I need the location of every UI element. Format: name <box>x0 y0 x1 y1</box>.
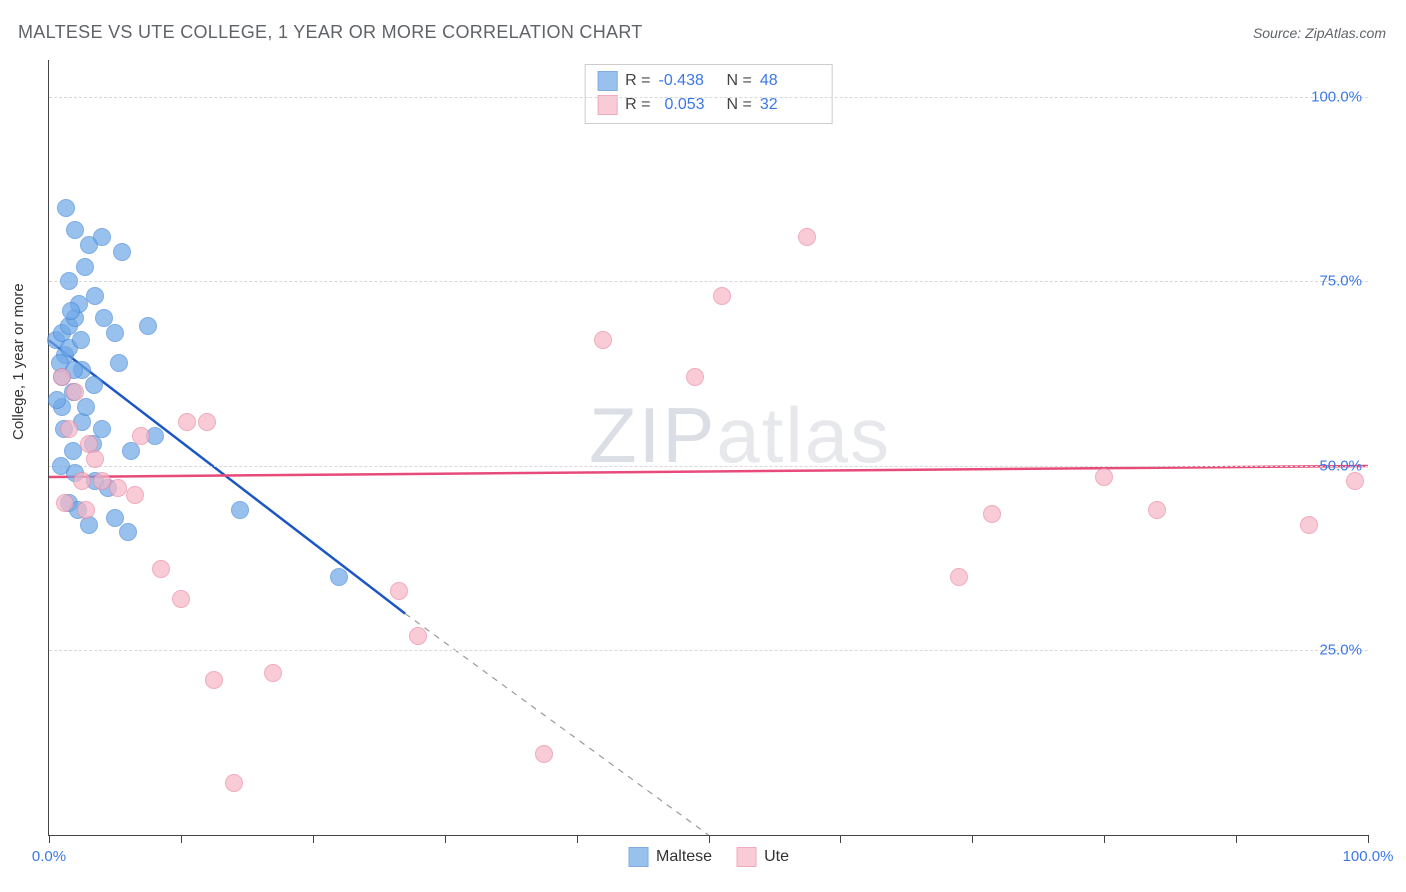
data-point <box>60 272 78 290</box>
data-point <box>77 501 95 519</box>
data-point <box>77 398 95 416</box>
data-point <box>1095 468 1113 486</box>
y-tick-label: 75.0% <box>1319 273 1362 290</box>
swatch-maltese <box>628 847 648 867</box>
r-value-maltese: -0.438 <box>659 72 719 90</box>
data-point <box>126 486 144 504</box>
x-tick-label: 100.0% <box>1343 848 1394 865</box>
data-point <box>330 568 348 586</box>
data-point <box>93 228 111 246</box>
data-point <box>713 287 731 305</box>
data-point <box>264 664 282 682</box>
data-point <box>198 413 216 431</box>
data-point <box>72 331 90 349</box>
n-label: N = <box>727 96 752 114</box>
data-point <box>113 243 131 261</box>
data-point <box>152 560 170 578</box>
data-point <box>178 413 196 431</box>
series-legend: Maltese Ute <box>628 847 789 867</box>
data-point <box>106 324 124 342</box>
legend-item-ute: Ute <box>736 847 789 867</box>
data-point <box>983 505 1001 523</box>
data-point <box>535 745 553 763</box>
x-tick <box>1236 835 1237 843</box>
n-value-maltese: 48 <box>760 72 820 90</box>
r-label: R = <box>625 96 650 114</box>
legend-label-maltese: Maltese <box>656 848 712 866</box>
x-tick <box>181 835 182 843</box>
swatch-ute <box>597 95 617 115</box>
source-label: Source: ZipAtlas.com <box>1253 25 1386 41</box>
data-point <box>205 671 223 689</box>
data-point <box>110 354 128 372</box>
data-point <box>53 368 71 386</box>
x-tick <box>1104 835 1105 843</box>
data-point <box>85 376 103 394</box>
x-tick <box>313 835 314 843</box>
grid-line <box>49 650 1368 651</box>
x-tick <box>840 835 841 843</box>
data-point <box>139 317 157 335</box>
data-point <box>119 523 137 541</box>
legend-item-maltese: Maltese <box>628 847 712 867</box>
scatter-chart: ZIPatlas R = -0.438 N = 48 R = 0.053 N =… <box>48 60 1368 836</box>
x-tick <box>972 835 973 843</box>
data-point <box>86 450 104 468</box>
data-point <box>798 228 816 246</box>
data-point <box>172 590 190 608</box>
y-tick-label: 25.0% <box>1319 642 1362 659</box>
data-point <box>106 509 124 527</box>
grid-line <box>49 281 1368 282</box>
data-point <box>57 199 75 217</box>
x-tick <box>49 835 50 843</box>
data-point <box>1346 472 1364 490</box>
grid-line <box>49 97 1368 98</box>
grid-line <box>49 466 1368 467</box>
x-tick <box>445 835 446 843</box>
data-point <box>48 391 66 409</box>
data-point <box>231 501 249 519</box>
legend-row-maltese: R = -0.438 N = 48 <box>597 69 820 93</box>
data-point <box>66 221 84 239</box>
data-point <box>132 427 150 445</box>
n-value-ute: 32 <box>760 96 820 114</box>
r-label: R = <box>625 72 650 90</box>
trend-lines-layer <box>49 60 1368 835</box>
x-tick-label: 0.0% <box>32 848 66 865</box>
data-point <box>409 627 427 645</box>
legend-label-ute: Ute <box>764 848 789 866</box>
data-point <box>225 774 243 792</box>
x-tick <box>1368 835 1369 843</box>
watermark: ZIPatlas <box>589 390 891 481</box>
data-point <box>60 420 78 438</box>
data-point <box>73 472 91 490</box>
data-point <box>686 368 704 386</box>
n-label: N = <box>727 72 752 90</box>
data-point <box>56 494 74 512</box>
x-tick <box>709 835 710 843</box>
y-tick-label: 100.0% <box>1311 88 1362 105</box>
y-axis-label: College, 1 year or more <box>10 283 27 440</box>
data-point <box>122 442 140 460</box>
data-point <box>594 331 612 349</box>
data-point <box>390 582 408 600</box>
chart-title: MALTESE VS UTE COLLEGE, 1 YEAR OR MORE C… <box>18 22 643 43</box>
swatch-maltese <box>597 71 617 91</box>
data-point <box>1300 516 1318 534</box>
x-tick <box>577 835 578 843</box>
data-point <box>93 420 111 438</box>
data-point <box>950 568 968 586</box>
data-point <box>86 287 104 305</box>
correlation-legend: R = -0.438 N = 48 R = 0.053 N = 32 <box>584 64 833 124</box>
r-value-ute: 0.053 <box>659 96 719 114</box>
data-point <box>76 258 94 276</box>
swatch-ute <box>736 847 756 867</box>
data-point <box>66 383 84 401</box>
data-point <box>1148 501 1166 519</box>
data-point <box>109 479 127 497</box>
data-point <box>62 302 80 320</box>
